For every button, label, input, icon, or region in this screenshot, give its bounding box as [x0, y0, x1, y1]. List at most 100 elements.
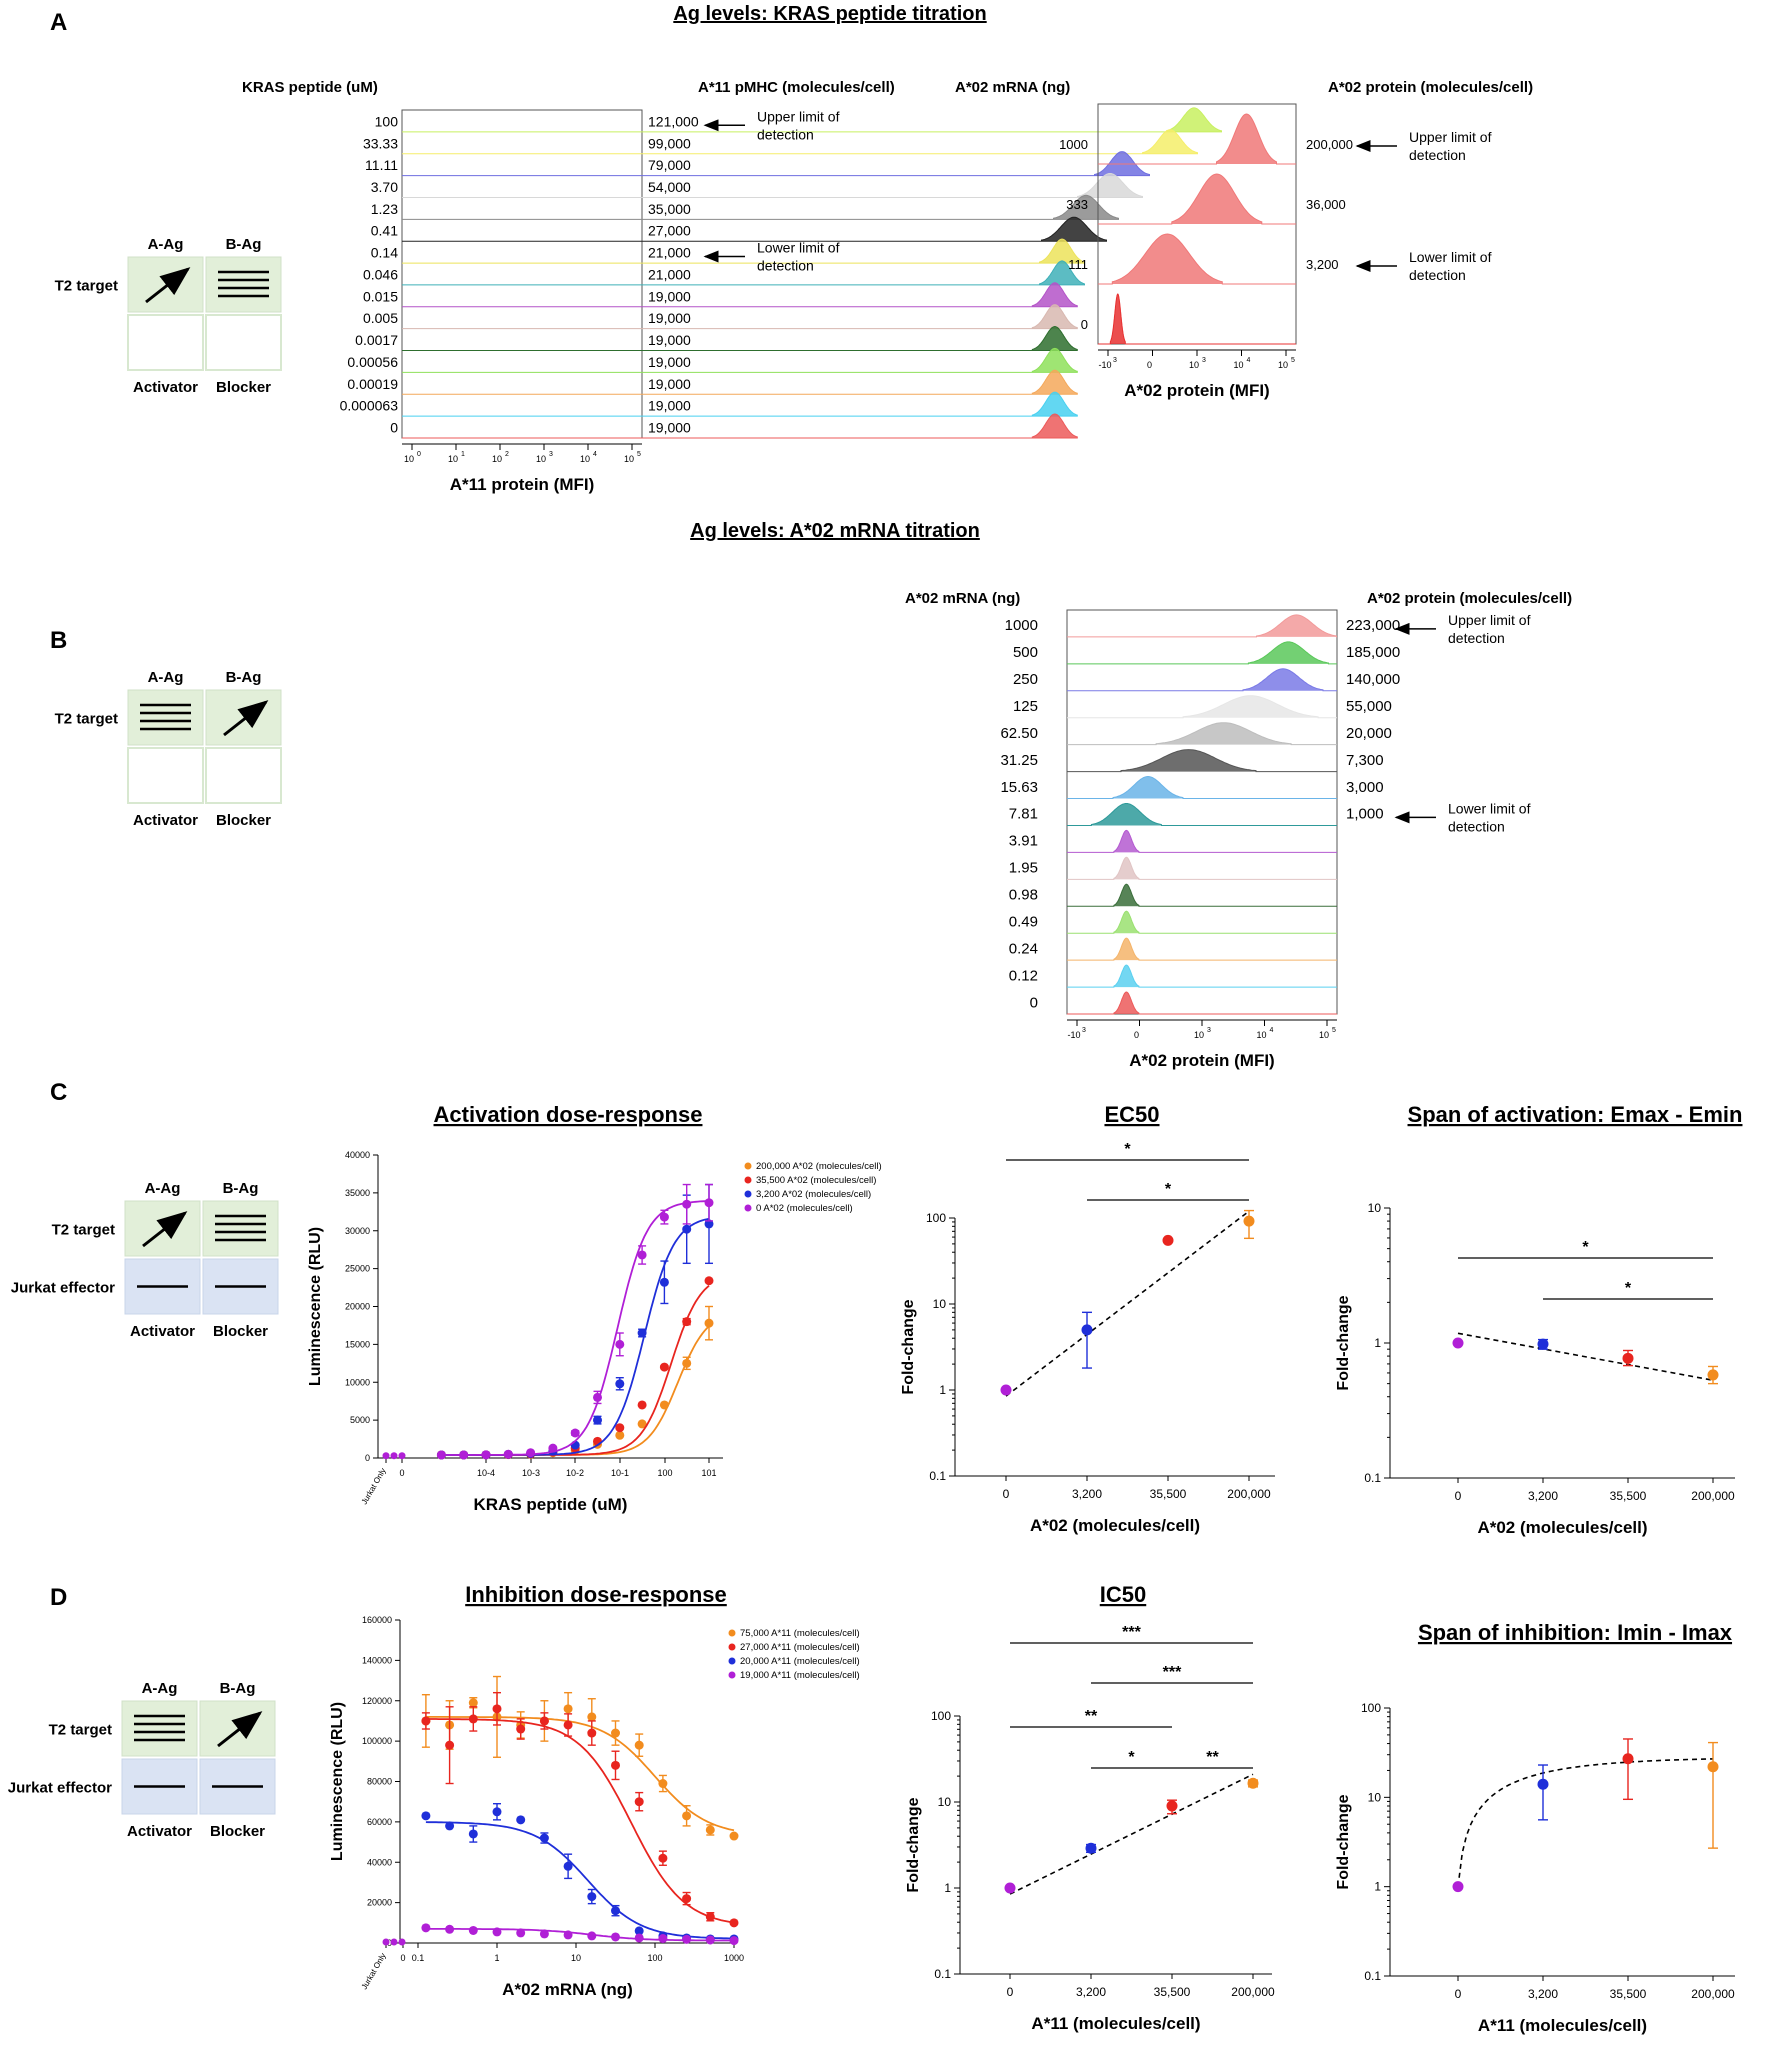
y-tick-label: 10 — [1368, 1790, 1382, 1804]
significance-label: * — [1625, 1280, 1632, 1297]
series-3 — [436, 1183, 714, 1460]
histogram-frame — [1066, 609, 1338, 1015]
y-axis-label: Luminescence (RLU) — [329, 1702, 346, 1861]
x-axis-label: A*11 (molecules/cell) — [1031, 2014, 1200, 2033]
data-point — [659, 1400, 669, 1410]
data-point — [659, 1362, 669, 1372]
x-tick-label: 35,500 — [1610, 1489, 1647, 1503]
data-point — [563, 1861, 573, 1871]
data-point — [436, 1450, 446, 1460]
significance-label: ** — [1085, 1708, 1098, 1725]
schematic-b-ag-label: B-Ag — [220, 1680, 256, 1697]
data-point — [634, 1740, 644, 1750]
histogram-tick-label: 10 — [448, 454, 458, 464]
data-point — [468, 1829, 478, 1839]
data-point — [611, 1906, 620, 1916]
histogram-row-value: 1,000 — [1346, 806, 1384, 823]
data-point — [445, 1821, 455, 1831]
jurkat-point — [398, 1938, 406, 1946]
fit-curve — [425, 1821, 734, 1940]
y-tick-label: 1 — [944, 1881, 951, 1895]
significance-label: *** — [1122, 1624, 1141, 1641]
data-point — [1537, 1778, 1549, 1790]
data-point — [705, 1912, 715, 1922]
data-point — [468, 1925, 478, 1935]
histogram-tick-exponent: 5 — [1332, 1027, 1336, 1034]
x-tick-label: 10-3 — [522, 1468, 540, 1478]
data-point — [563, 1704, 573, 1714]
title-b: Ag levels: A*02 mRNA titration — [690, 520, 980, 542]
data-point — [539, 1833, 549, 1843]
legend-label: 27,000 A*11 (molecules/cell) — [740, 1642, 860, 1653]
trend-line — [1457, 1758, 1714, 1887]
x-tick-label: 100 — [657, 1468, 672, 1478]
x-tick-label: Jurkat Only — [360, 1467, 388, 1507]
histogram-trace — [1067, 722, 1337, 746]
schematic-cell-a — [121, 1700, 198, 1757]
histogram-left-header: A*02 mRNA (ng) — [905, 590, 1020, 607]
schematic-t2-label: T2 target — [55, 711, 118, 728]
data-point — [516, 1815, 526, 1825]
series-1 — [421, 1691, 739, 1928]
histogram-trace — [1067, 883, 1337, 907]
histogram-tick-exponent: 3 — [1207, 1027, 1211, 1034]
significance-label: *** — [1163, 1664, 1182, 1681]
y-tick-label: 100 — [1361, 1701, 1381, 1715]
data-point — [587, 1931, 597, 1941]
histogram-left-header: A*02 mRNA (ng) — [955, 79, 1070, 96]
x-tick-label: 0 — [1455, 1987, 1462, 2001]
data-point — [587, 1712, 597, 1722]
significance-label: ** — [1206, 1749, 1219, 1766]
data-point — [539, 1929, 549, 1939]
histogram-trace — [1067, 856, 1337, 880]
schematic-b: A-Ag B-Ag T2 target Activator Blocker — [55, 669, 282, 829]
y-tick-label: 1 — [1374, 1880, 1381, 1894]
data-point — [704, 1219, 714, 1229]
title-activation: Activation dose-response — [434, 1102, 703, 1127]
x-axis-label: A*02 (molecules/cell) — [1030, 1516, 1200, 1535]
data-point — [593, 1415, 602, 1425]
legend-marker — [728, 1671, 736, 1679]
schematic-a-ag-label: A-Ag — [148, 236, 184, 253]
histogram-row-label: 3.70 — [371, 179, 398, 195]
chart-a_a02: A*02 mRNA (ng) A*02 protein (molecules/ce… — [955, 79, 1533, 400]
y-tick-label: 1 — [1374, 1336, 1381, 1350]
data-point — [492, 1927, 502, 1937]
data-point — [563, 1930, 573, 1940]
histogram-row-value: 121,000 — [648, 113, 699, 129]
data-point — [682, 1934, 692, 1944]
x-tick-label: 200,000 — [1691, 1489, 1735, 1503]
histogram-trace — [402, 238, 1085, 264]
y-tick-label: 140000 — [362, 1655, 392, 1665]
data-point — [705, 1825, 715, 1835]
data-point — [468, 1698, 478, 1708]
histogram-trace — [402, 194, 1119, 220]
legend-label: 75,000 A*11 (molecules/cell) — [740, 1628, 860, 1639]
schematic-cell-b — [205, 256, 282, 313]
data-point — [445, 1740, 455, 1750]
x-tick-label: 10 — [571, 1953, 581, 1963]
histogram-row-value: 7,300 — [1346, 752, 1384, 769]
y-tick-label: 5000 — [350, 1415, 370, 1425]
legend-label: 3,200 A*02 (molecules/cell) — [756, 1189, 871, 1200]
histogram-tick-label: 10 — [1278, 360, 1288, 370]
histogram-tick-exponent: 3 — [549, 451, 553, 458]
histogram-row-value: 19,000 — [648, 420, 691, 436]
legend-label: 0 A*02 (molecules/cell) — [756, 1203, 853, 1214]
schematic-jurkat-label: Jurkat effector — [11, 1280, 115, 1297]
data-point — [1166, 1800, 1178, 1812]
jurkat-point — [390, 1452, 398, 1460]
panel-label-c: C — [50, 1079, 67, 1106]
y-tick-label: 35000 — [345, 1188, 370, 1198]
data-point — [615, 1339, 625, 1349]
y-tick-label: 10000 — [345, 1377, 370, 1387]
y-tick-label: 100000 — [362, 1736, 392, 1746]
histogram-frame — [401, 109, 643, 439]
histogram-right-header: A*11 pMHC (molecules/cell) — [698, 79, 895, 96]
x-tick-label: 200,000 — [1231, 1985, 1275, 1999]
y-tick-label: 60000 — [367, 1817, 392, 1827]
data-point — [1452, 1881, 1464, 1893]
data-point — [593, 1392, 602, 1402]
histogram-trace — [402, 129, 1198, 155]
histogram-right-header: A*02 protein (molecules/cell) — [1367, 590, 1572, 607]
